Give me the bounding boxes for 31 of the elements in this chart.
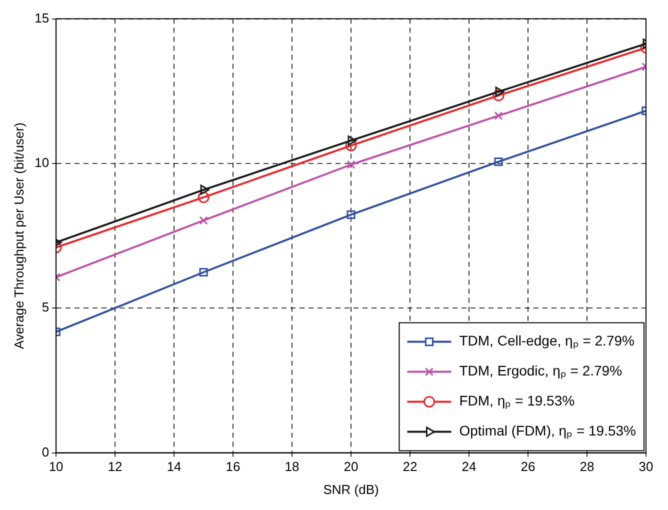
x-tick-label: 24 — [462, 459, 476, 474]
y-tick-label: 5 — [42, 300, 50, 315]
point — [348, 136, 357, 146]
x-tick-label: 26 — [520, 459, 536, 474]
x-tick-label: 30 — [638, 459, 654, 474]
legend-label: TDM, Cell-edge, ηₚ = 2.79% — [459, 332, 634, 350]
point — [346, 210, 356, 219]
legend-label: TDM, Ergodic, ηₚ = 2.79% — [459, 362, 622, 380]
x-tick-label: 22 — [402, 459, 418, 474]
x-tick-label: 12 — [108, 459, 122, 474]
point — [200, 184, 210, 195]
y-axis-title: Average Throughput per User (bit/user) — [11, 122, 26, 350]
x-tick-label: 14 — [166, 459, 182, 474]
point — [199, 268, 208, 277]
x-tick-label: 18 — [284, 459, 300, 474]
legend-label: Optimal (FDM), ηₚ = 19.53% — [459, 422, 636, 440]
x-tick-label: 28 — [580, 459, 594, 474]
y-tick-label: 0 — [42, 444, 50, 460]
y-tick-label: 15 — [34, 10, 50, 26]
point — [492, 90, 504, 102]
point — [346, 160, 356, 169]
point — [198, 192, 210, 204]
point — [494, 157, 503, 166]
legend-label: FDM, ηₚ = 19.53% — [459, 392, 575, 410]
x-tick-label: 16 — [226, 459, 240, 474]
point — [199, 216, 208, 225]
point — [345, 140, 357, 152]
x-tick-label: 20 — [344, 459, 358, 474]
y-tick-label: 10 — [34, 155, 50, 170]
point — [494, 111, 503, 120]
x-axis-title: SNR (dB) — [323, 482, 379, 497]
